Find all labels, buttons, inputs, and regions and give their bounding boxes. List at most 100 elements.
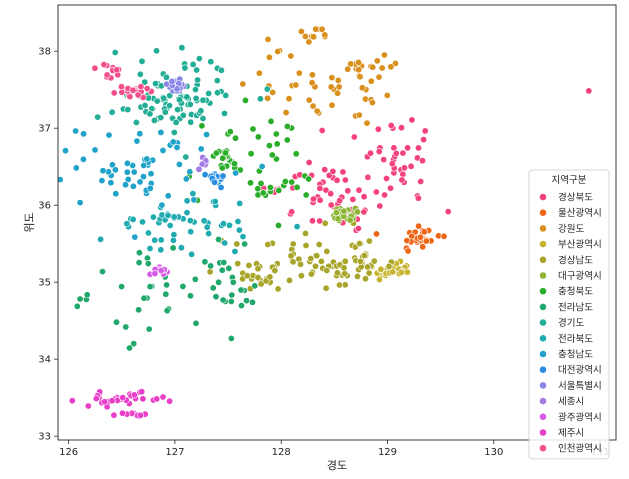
data-point xyxy=(94,113,102,121)
data-point xyxy=(159,147,167,155)
legend-marker xyxy=(539,193,547,201)
data-point xyxy=(140,161,148,169)
data-point xyxy=(215,235,223,243)
data-point xyxy=(305,175,313,183)
data-point xyxy=(311,262,319,270)
data-point xyxy=(363,119,371,127)
data-point xyxy=(174,106,182,114)
data-point xyxy=(146,110,154,118)
data-point xyxy=(203,223,211,231)
data-point xyxy=(422,237,430,245)
data-point xyxy=(163,281,171,289)
data-point xyxy=(301,32,309,40)
data-point xyxy=(139,218,147,226)
data-point xyxy=(164,212,172,220)
data-point xyxy=(195,55,203,63)
data-point xyxy=(136,178,144,186)
data-point xyxy=(293,223,301,231)
data-point xyxy=(313,107,321,115)
data-point xyxy=(234,218,242,226)
data-point xyxy=(144,260,152,268)
data-point xyxy=(73,302,81,310)
data-point xyxy=(407,162,415,170)
data-point xyxy=(375,148,383,156)
x-tick-label: 126 xyxy=(59,447,78,458)
data-point xyxy=(138,388,146,396)
data-point xyxy=(220,220,228,228)
data-point xyxy=(254,273,262,281)
data-point xyxy=(415,222,423,230)
data-point xyxy=(380,51,388,59)
data-point xyxy=(328,74,336,82)
data-point xyxy=(110,89,118,97)
data-point xyxy=(238,302,246,310)
data-point xyxy=(101,398,109,406)
data-point xyxy=(332,209,340,217)
data-point xyxy=(218,164,226,172)
data-point xyxy=(141,102,149,110)
data-point xyxy=(192,86,200,94)
data-point xyxy=(151,236,159,244)
legend-entry-label: 경상북도 xyxy=(558,192,593,204)
data-point xyxy=(340,207,348,215)
data-point xyxy=(254,185,262,193)
data-point xyxy=(133,137,141,145)
data-point xyxy=(315,241,323,249)
data-point xyxy=(130,168,138,176)
data-point xyxy=(302,191,310,199)
data-point xyxy=(397,124,405,132)
data-point xyxy=(187,292,195,300)
data-point xyxy=(97,235,105,243)
data-point xyxy=(408,116,416,124)
data-point xyxy=(138,57,146,65)
legend-entry-label: 부산광역시 xyxy=(558,239,602,251)
data-point xyxy=(247,179,255,187)
data-point xyxy=(245,261,253,269)
data-point xyxy=(365,237,373,245)
data-point xyxy=(123,159,131,167)
data-point xyxy=(132,119,140,127)
data-point xyxy=(404,247,412,255)
data-point xyxy=(136,130,144,138)
data-point xyxy=(372,188,380,196)
data-point xyxy=(254,265,262,273)
legend-marker xyxy=(539,350,547,358)
data-point xyxy=(254,133,262,141)
data-point xyxy=(183,93,191,101)
data-point xyxy=(403,268,411,276)
series-6 xyxy=(330,204,361,225)
legend-entry-label: 대구광역시 xyxy=(558,270,602,282)
data-point xyxy=(335,281,343,289)
data-point xyxy=(256,95,264,103)
data-point xyxy=(354,225,362,233)
data-point xyxy=(108,397,116,405)
data-point xyxy=(287,52,295,60)
data-point xyxy=(370,257,378,265)
data-point xyxy=(373,57,381,65)
data-point xyxy=(272,130,280,138)
data-point xyxy=(243,297,251,305)
data-point xyxy=(420,228,428,236)
x-axis-label: 경도 xyxy=(327,459,347,472)
data-point xyxy=(387,63,395,71)
data-point xyxy=(323,247,331,255)
data-point xyxy=(212,293,220,301)
data-point xyxy=(178,44,186,52)
data-point xyxy=(288,178,296,186)
data-point xyxy=(72,127,80,135)
data-point xyxy=(333,269,341,277)
data-point xyxy=(158,201,166,209)
legend-entry-label: 대전광역시 xyxy=(558,364,602,376)
data-point xyxy=(124,106,132,114)
series-13 xyxy=(163,75,188,95)
data-point xyxy=(153,97,161,105)
data-point xyxy=(159,393,167,401)
data-point xyxy=(79,155,87,163)
data-point xyxy=(354,58,362,66)
data-point xyxy=(80,130,88,138)
data-point xyxy=(327,83,335,91)
data-point xyxy=(266,273,274,281)
series-3 xyxy=(239,25,399,127)
legend-marker xyxy=(539,334,547,343)
data-point xyxy=(98,177,106,185)
